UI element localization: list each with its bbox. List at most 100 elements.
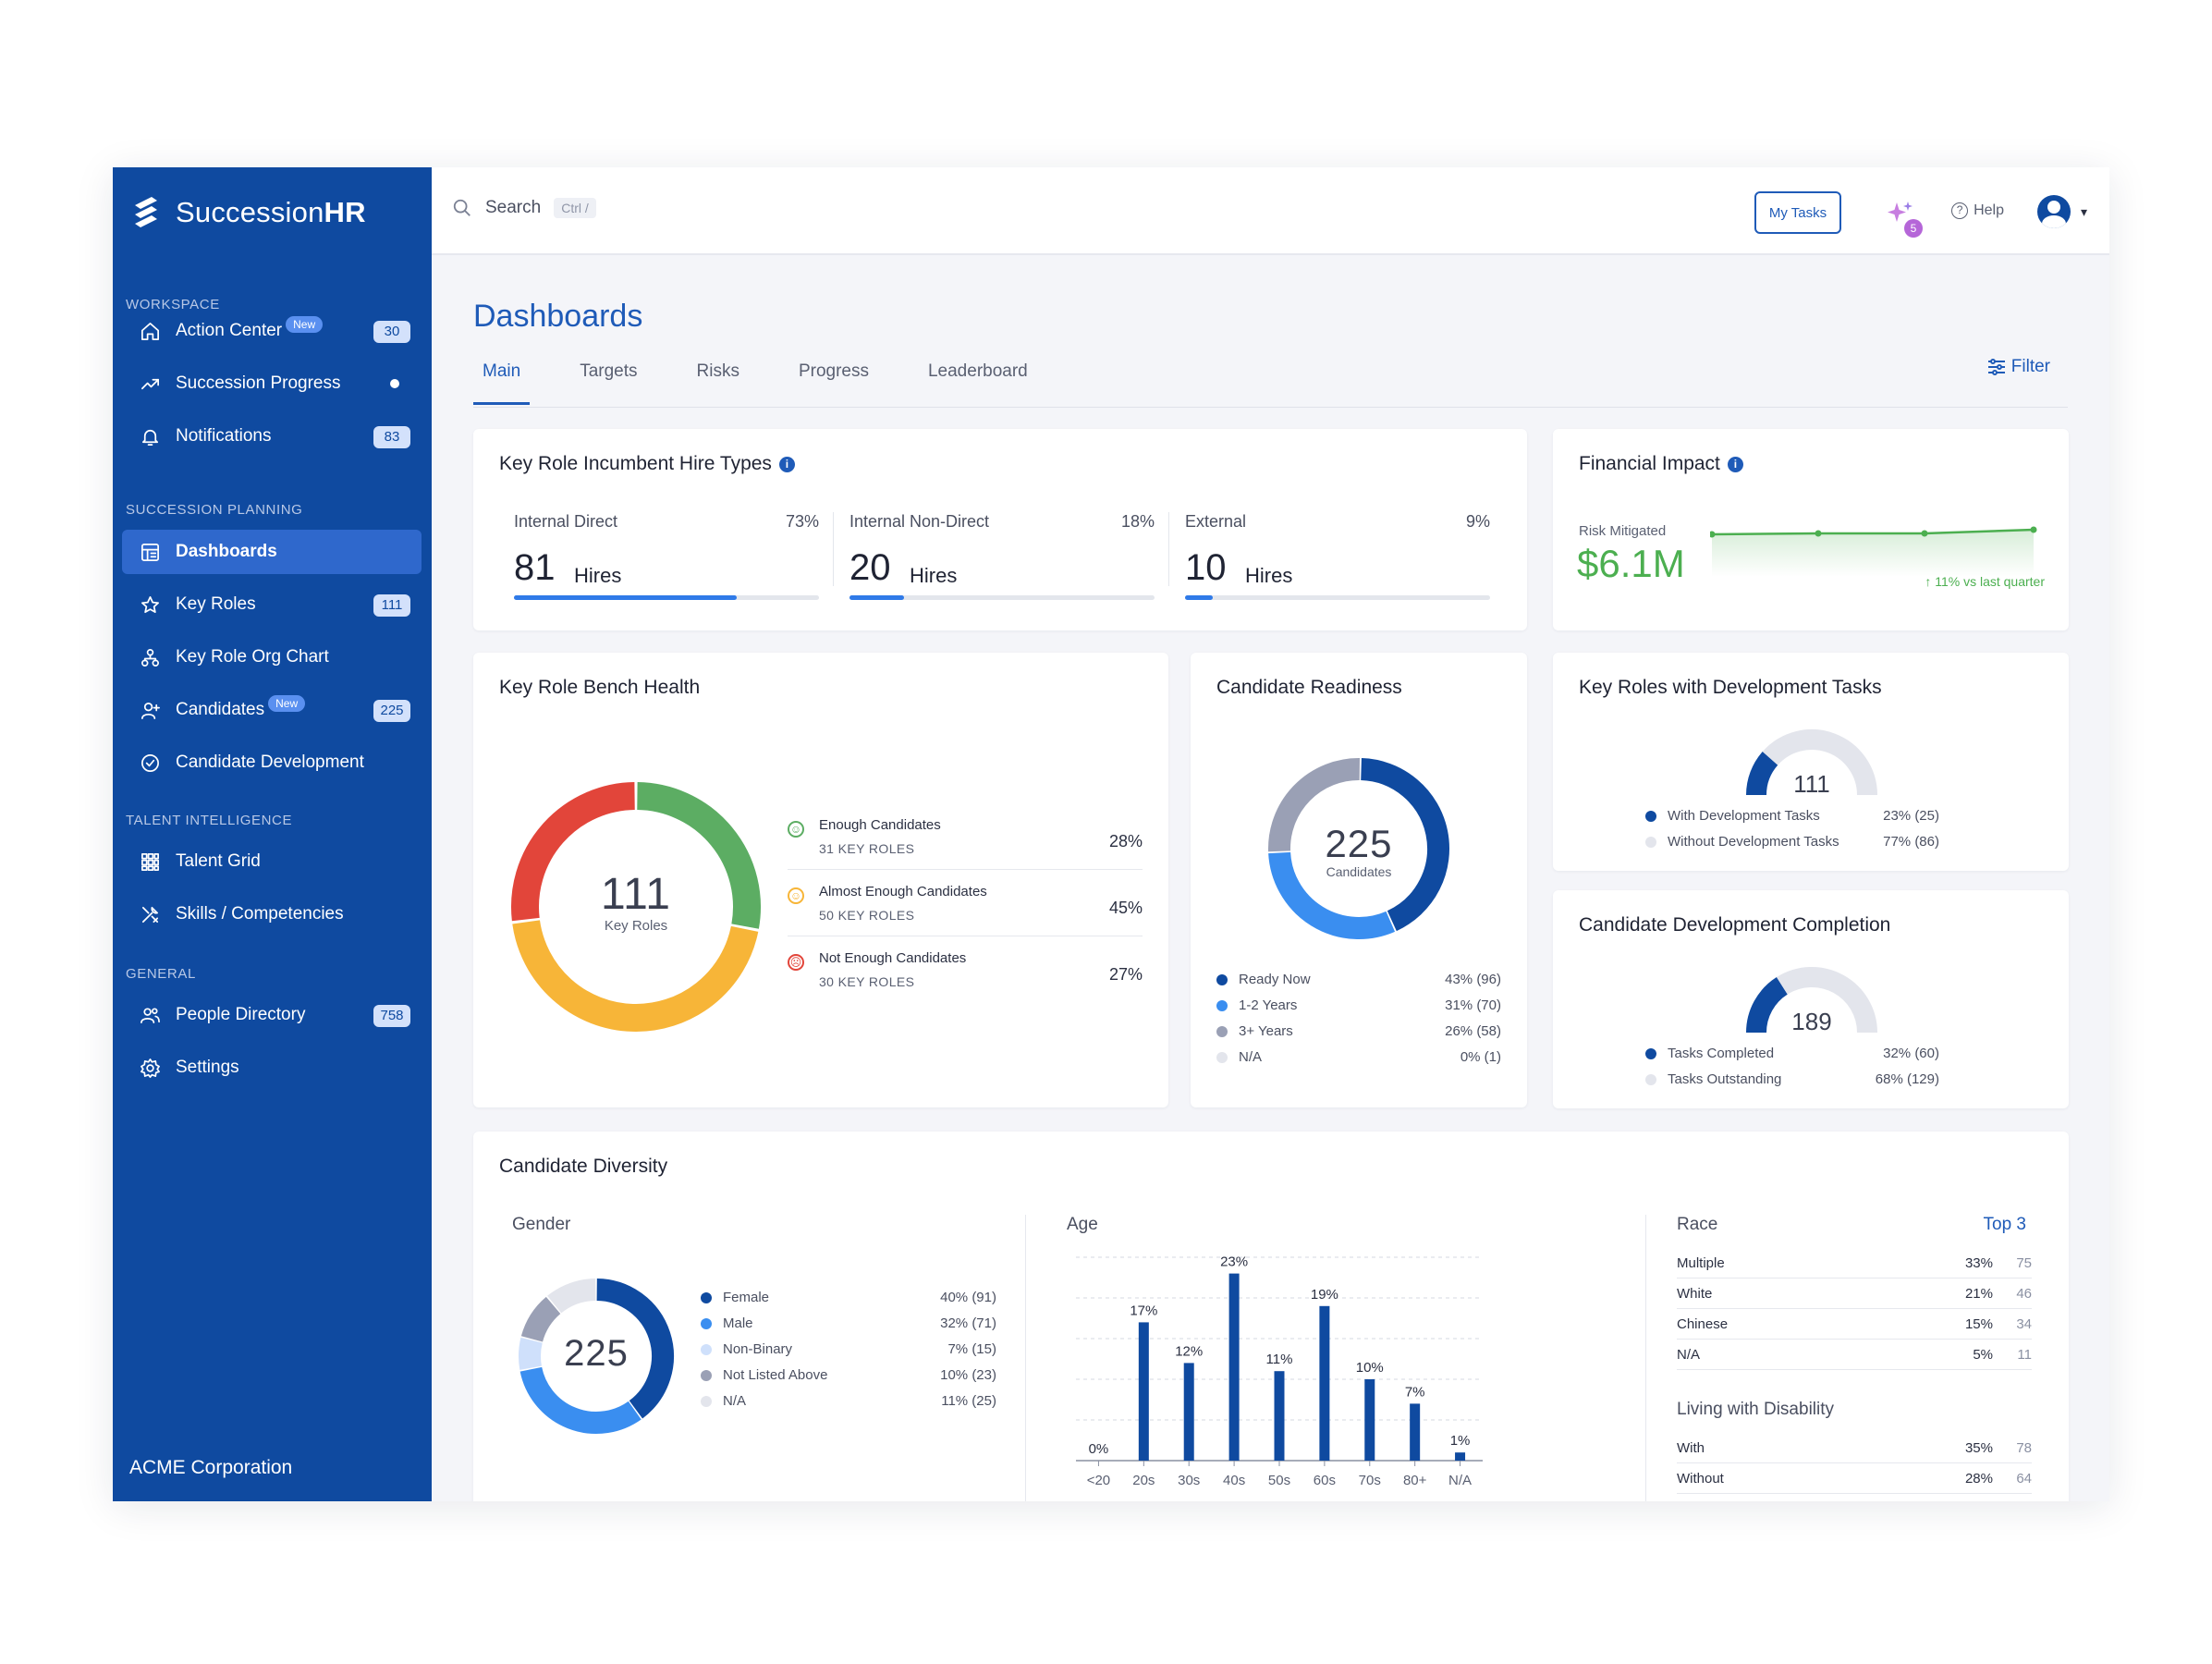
sidebar-item-key-role-org-chart[interactable]: Key Role Org Chart xyxy=(122,635,422,679)
legend-item: N/A xyxy=(701,1393,746,1409)
legend-dot xyxy=(1216,1025,1228,1037)
grid-icon xyxy=(139,850,161,873)
hire-type-internal-non-direct: Internal Non-Direct 18% 20 Hires xyxy=(849,512,1155,600)
home-icon xyxy=(139,320,161,342)
bench-category-label: Almost Enough Candidates xyxy=(819,884,987,899)
legend-value: 32% (71) xyxy=(940,1315,996,1331)
sidebar-item-talent-grid[interactable]: Talent Grid xyxy=(122,839,422,884)
donut-segment-1[interactable] xyxy=(519,1366,642,1434)
tab-risks[interactable]: Risks xyxy=(696,361,739,381)
donut-segment-3[interactable] xyxy=(520,1296,561,1342)
status-face-icon: ☹ xyxy=(788,954,804,971)
bell-icon xyxy=(139,425,161,447)
donut-segment-0[interactable] xyxy=(636,782,761,929)
age-bar[interactable] xyxy=(1228,1273,1240,1461)
gauge-value: 111 xyxy=(1793,770,1830,798)
age-bar[interactable] xyxy=(1138,1322,1149,1461)
card-title-text: Key Role Incumbent Hire Types xyxy=(499,453,772,474)
brand-name: SuccessionHR xyxy=(176,196,366,228)
tab-leaderboard[interactable]: Leaderboard xyxy=(927,361,1028,381)
age-bar[interactable] xyxy=(1183,1363,1194,1461)
donut-segment-0[interactable] xyxy=(596,1279,674,1419)
x-tick-label: 50s xyxy=(1268,1473,1290,1488)
donut-segment-4[interactable] xyxy=(547,1279,596,1314)
status-face-icon: ☺ xyxy=(788,821,804,838)
legend-dot xyxy=(1645,836,1656,848)
legend-label: Tasks Completed xyxy=(1668,1046,1775,1061)
legend-value: 23% (25) xyxy=(1883,808,1939,824)
age-bar[interactable] xyxy=(1455,1452,1466,1461)
legend-item: Tasks Completed xyxy=(1645,1046,1774,1061)
hire-types-card: Key Role Incumbent Hire Types i Internal… xyxy=(473,429,1527,630)
donut-segment-1[interactable] xyxy=(1268,851,1396,939)
legend-value: 68% (129) xyxy=(1875,1071,1939,1087)
sidebar-item-notifications[interactable]: Notifications 83 xyxy=(122,414,422,459)
donut-segment-2[interactable] xyxy=(511,782,636,922)
logo[interactable]: SuccessionHR xyxy=(129,190,366,236)
bench-category-pct: 27% xyxy=(1108,965,1143,984)
section-talent-intelligence: TALENT INTELLIGENCE xyxy=(126,813,293,828)
tab-targets[interactable]: Targets xyxy=(580,361,638,381)
search-icon xyxy=(453,199,471,216)
avatar[interactable] xyxy=(2037,195,2071,228)
search-box[interactable]: Search Ctrl / xyxy=(452,198,596,218)
tab-main[interactable]: Main xyxy=(473,361,531,405)
sidebar-item-action-center[interactable]: Action Center New 30 xyxy=(122,309,422,353)
info-icon[interactable]: i xyxy=(1727,456,1743,472)
tab-divider xyxy=(473,407,2068,408)
status-dot xyxy=(390,379,399,388)
bar-value-label: 0% xyxy=(1089,1441,1109,1457)
legend-item: Not Listed Above xyxy=(701,1367,827,1383)
divider xyxy=(1677,1308,2032,1309)
sidebar-item-label: Action Center xyxy=(176,321,283,340)
sidebar-item-candidates[interactable]: Candidates New 225 xyxy=(122,688,422,732)
gauge-segment-1[interactable] xyxy=(1762,729,1877,796)
age-bar[interactable] xyxy=(1319,1305,1330,1461)
help-link[interactable]: ? Help xyxy=(1951,202,2004,219)
donut-segment-0[interactable] xyxy=(1360,758,1449,932)
gauge-segment-1[interactable] xyxy=(1776,967,1877,1034)
my-tasks-button[interactable]: My Tasks xyxy=(1754,191,1841,234)
age-bar[interactable] xyxy=(1364,1379,1375,1461)
stat-pct: 5% xyxy=(1973,1347,1993,1363)
sidebar-item-settings[interactable]: Settings xyxy=(122,1046,422,1090)
tab-progress[interactable]: Progress xyxy=(798,361,869,381)
sidebar-item-key-roles[interactable]: Key Roles 111 xyxy=(122,582,422,627)
sidebar-item-succession-progress[interactable]: Succession Progress xyxy=(122,361,422,406)
disability-title: Living with Disability xyxy=(1677,1400,1835,1419)
check-circle-icon xyxy=(139,752,161,774)
card-title: Key Role Incumbent Hire Types i xyxy=(499,453,795,475)
legend-dot xyxy=(1216,973,1228,985)
legend-value: 40% (91) xyxy=(940,1290,996,1305)
info-icon[interactable]: i xyxy=(778,456,795,472)
hire-progress-bar xyxy=(849,595,1155,600)
legend-item: Non-Binary xyxy=(701,1341,792,1357)
legend-dot xyxy=(701,1369,712,1381)
gauge-segment-0[interactable] xyxy=(1746,752,1778,796)
sparkle-icon[interactable] xyxy=(1884,199,1917,232)
hire-count: 81 xyxy=(514,547,556,588)
chevron-down-icon[interactable]: ▾ xyxy=(2080,204,2087,219)
sparkle-count-badge: 5 xyxy=(1904,219,1923,238)
sidebar-item-label: People Directory xyxy=(176,1005,306,1024)
donut-segment-2[interactable] xyxy=(519,1337,543,1370)
age-bar[interactable] xyxy=(1274,1371,1285,1461)
sidebar-item-dashboards[interactable]: Dashboards xyxy=(122,530,422,574)
filter-button[interactable]: Filter xyxy=(1987,357,2050,377)
sidebar-item-skills-competencies[interactable]: Skills / Competencies xyxy=(122,892,422,936)
donut-segment-1[interactable] xyxy=(512,920,759,1032)
hire-type-pct: 18% xyxy=(1120,512,1155,531)
x-tick-label: <20 xyxy=(1087,1473,1110,1488)
new-badge: New xyxy=(268,695,306,712)
sidebar-item-people-directory[interactable]: People Directory 758 xyxy=(122,993,422,1037)
gauge-segment-0[interactable] xyxy=(1746,977,1789,1034)
top-3-link[interactable]: Top 3 xyxy=(1983,1215,2026,1234)
donut-segment-2[interactable] xyxy=(1268,758,1361,852)
sidebar-item-candidate-development[interactable]: Candidate Development xyxy=(122,740,422,785)
top-bar: Search Ctrl / My Tasks 5 ? Help ▾ xyxy=(432,167,2109,255)
tools-icon xyxy=(139,903,161,925)
age-bar[interactable] xyxy=(1410,1403,1421,1461)
hire-type-pct: 9% xyxy=(1465,512,1490,531)
legend-label: 3+ Years xyxy=(1239,1023,1293,1039)
card-title: Financial Impact i xyxy=(1579,453,1743,475)
